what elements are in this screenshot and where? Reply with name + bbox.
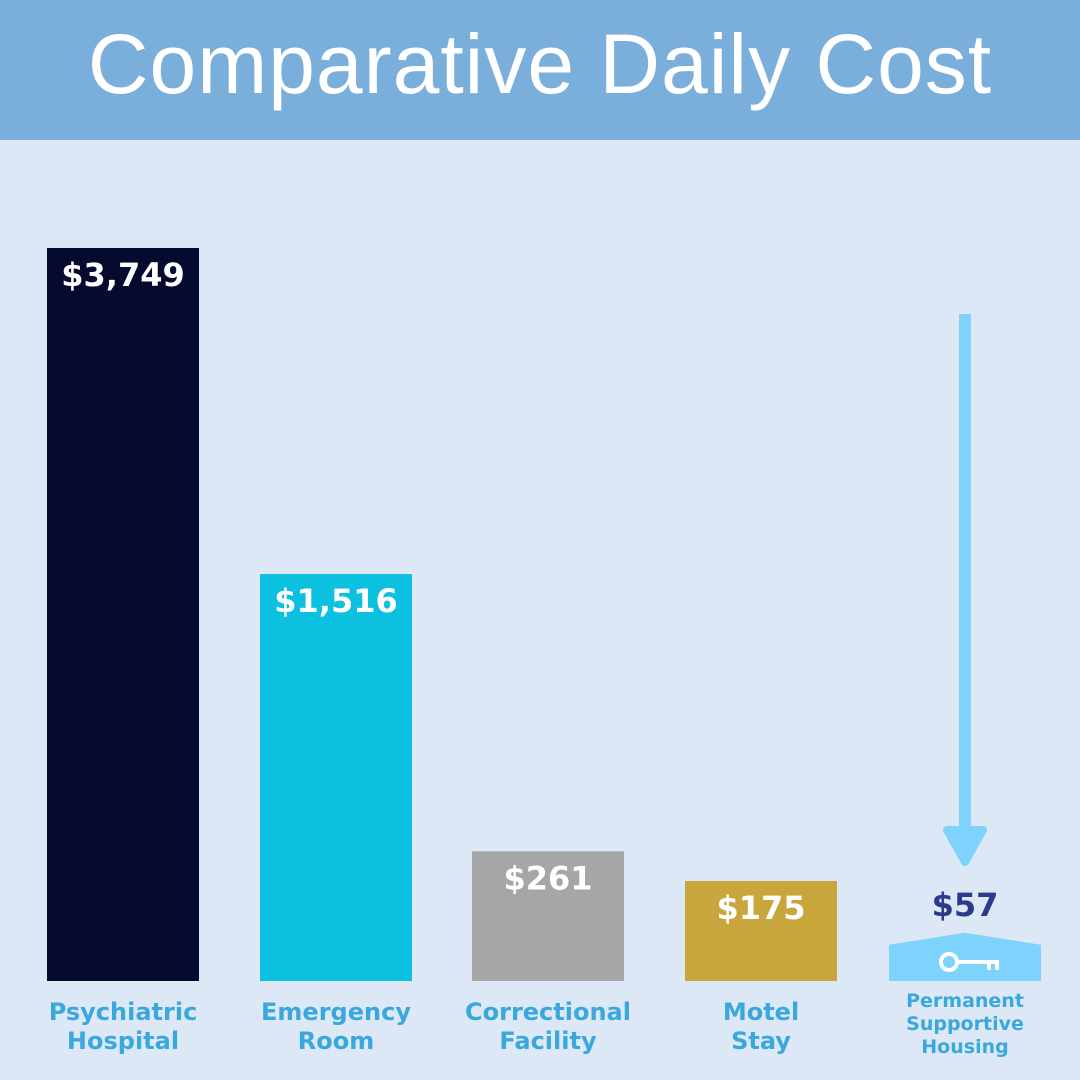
value-label: $1,516 [274,582,397,620]
bar [685,880,837,981]
chart-title: Comparative Daily Cost [87,17,993,111]
house-bar [889,932,1041,981]
category-label: Psychiatric Hospital [48,998,198,1055]
category-label: Emergency Room [261,998,411,1055]
category-label: Motel Stay [722,998,800,1055]
value-label: $175 [716,889,805,927]
value-label: $261 [503,859,592,897]
category-label: Correctional Facility [465,998,631,1055]
key-icon [939,952,999,972]
value-label: $57 [932,886,999,924]
bar [47,248,199,981]
value-label: $3,749 [61,256,184,294]
key-stem [957,960,999,970]
arrow [943,314,987,866]
category-label: Permanent Supportive Housing [906,990,1024,1058]
header-band [0,0,1080,140]
bar [472,851,624,981]
bar [260,574,412,981]
